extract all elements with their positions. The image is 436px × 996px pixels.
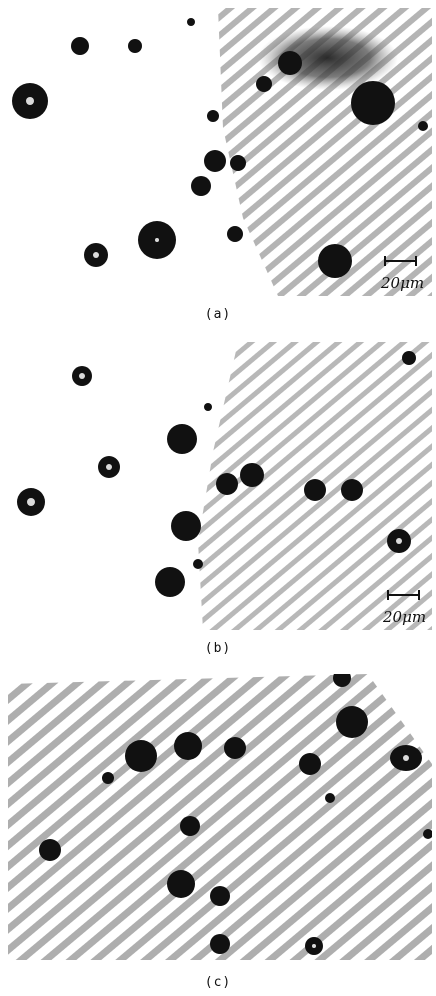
particle <box>180 816 200 836</box>
particle <box>167 870 195 898</box>
particle <box>256 76 272 92</box>
particle <box>418 121 428 131</box>
particle <box>402 351 416 365</box>
particle <box>240 463 264 487</box>
particle <box>207 110 219 122</box>
micrograph-image-a: 20μm <box>8 8 432 296</box>
particle <box>227 226 243 242</box>
particle <box>210 934 230 954</box>
particle <box>304 479 326 501</box>
micrograph-panel-c <box>8 674 432 960</box>
micrograph-image-c <box>8 674 432 960</box>
particle <box>341 479 363 501</box>
caption-a: (a) <box>204 307 232 322</box>
matrix-texture <box>8 674 432 960</box>
particles <box>12 18 428 278</box>
particle <box>128 39 142 53</box>
caption-b: (b) <box>204 641 232 656</box>
particle <box>171 511 201 541</box>
particle <box>187 18 195 26</box>
particle <box>216 473 238 495</box>
particle <box>155 567 185 597</box>
particle <box>191 176 211 196</box>
micrograph-panel-a: 20μm <box>8 8 432 296</box>
particle <box>333 674 351 687</box>
particle <box>336 706 368 738</box>
micrograph-panel-b: 20μm <box>8 342 432 630</box>
particle <box>351 81 395 125</box>
particle <box>193 559 203 569</box>
scale-bar-a: 20μm <box>380 256 424 292</box>
scale-bar-b: 20μm <box>382 590 426 626</box>
particle <box>174 732 202 760</box>
particle <box>224 737 246 759</box>
particle <box>278 51 302 75</box>
particle <box>71 37 89 55</box>
particle <box>204 150 226 172</box>
particle <box>318 244 352 278</box>
dark-cluster <box>258 26 398 90</box>
particle <box>204 403 212 411</box>
particle <box>325 793 335 803</box>
particle <box>423 829 432 839</box>
scale-bar-label-b: 20μm <box>382 608 426 626</box>
particle <box>230 155 246 171</box>
particle <box>39 839 61 861</box>
particle <box>125 740 157 772</box>
particle <box>299 753 321 775</box>
particle <box>210 886 230 906</box>
scale-bar-label-a: 20μm <box>380 274 424 292</box>
particle <box>102 772 114 784</box>
micrograph-image-b: 20μm <box>8 342 432 630</box>
caption-c: (c) <box>204 975 232 990</box>
particle <box>167 424 197 454</box>
particles <box>39 674 432 955</box>
